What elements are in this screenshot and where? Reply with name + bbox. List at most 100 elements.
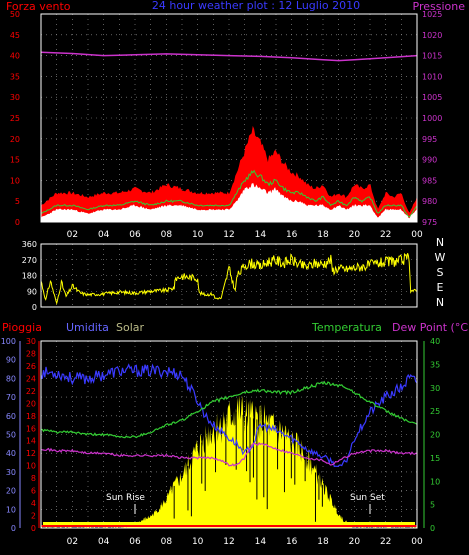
wind-tick-label: 20 [10,135,20,144]
plot-frame [40,243,418,308]
x-tick-label: 02 [67,230,78,240]
direction-tick-label: 180 [22,272,37,281]
temperature-tick-label: 25 [430,407,440,416]
direction-tick-label: 360 [22,240,37,249]
x-tick-label: 22 [380,230,391,240]
wind-average-line [40,169,418,218]
temperature-tick-label: 0 [430,524,435,533]
x-tick-label: 14 [255,537,267,547]
x-tick-label: 20 [349,537,361,547]
humidity-tick-label: 100 [1,337,16,346]
pressure-tick-label: 1000 [422,114,442,123]
x-tick-label: 04 [98,537,110,547]
wind-tick-label: 40 [10,52,20,61]
chart-title: 24 hour weather plot : 12 Luglio 2010 [152,0,360,12]
x-tick-label: 10 [192,230,204,240]
x-tick-label: 16 [286,230,298,240]
wind-speed-area [41,183,417,222]
x-tick-label: 20 [349,230,361,240]
x-tick-label: 06 [129,537,141,547]
x-tick-label: 06 [129,230,141,240]
wind-tick-label: 30 [10,93,20,102]
x-tick-label: 08 [161,537,173,547]
plot-frame [40,13,418,223]
temperature-tick-label: 15 [430,454,440,463]
rain-tick-label: 30 [26,337,36,346]
rain-tick-label: 12 [26,449,36,458]
x-tick-label: 12 [223,537,234,547]
wind-tick-label: 45 [10,31,20,40]
direction-tick-label: 0 [32,303,37,312]
direction-letter: S [437,266,444,279]
temperature-tick-label: 5 [430,501,435,510]
humidity-tick-label: 30 [6,468,16,477]
legend-dewpoint: Dew Point (°C) [392,321,469,334]
rain-tick-label: 8 [31,474,36,483]
rain-tick-label: 26 [26,362,36,371]
legend-temperature: Temperatura [311,321,382,334]
wind-tick-label: 15 [10,156,20,165]
humidity-tick-label: 0 [11,524,16,533]
pressure-tick-label: 995 [422,135,437,144]
humidity-line [40,363,418,468]
direction-tick-label: 90 [27,287,37,296]
legend-humidity: Umidita [66,321,109,334]
x-tick-label: 18 [317,230,329,240]
rain-tick-label: 20 [26,399,36,408]
temperature-tick-label: 10 [430,477,440,486]
legend-rain: Pioggia [2,321,42,334]
rain-tick-label: 6 [31,487,36,496]
x-tick-label: 18 [317,537,329,547]
wind-tick-label: 0 [15,218,20,227]
x-tick-label: 00 [411,230,423,240]
solar-area [41,395,417,528]
pressure-tick-label: 1005 [422,93,442,102]
rain-tick-label: 10 [26,462,36,471]
direction-letter: E [437,281,444,294]
rain-tick-label: 16 [26,424,36,433]
rain-tick-label: 0 [31,524,36,533]
humidity-tick-label: 80 [6,374,16,383]
temperature-line [41,380,418,439]
temperature-tick-label: 20 [430,431,440,440]
x-tick-label: 10 [192,537,204,547]
pressure-axis-label: Pressione [413,0,466,13]
direction-letter: N [436,296,444,309]
pressure-tick-label: 1025 [422,10,442,19]
rain-tick-label: 22 [26,387,36,396]
wind-tick-label: 25 [10,114,20,123]
dewpoint-line [40,442,418,467]
x-tick-label: 08 [161,230,173,240]
sun-set-label: Sun Set [350,493,385,503]
humidity-temperature-panel: 0102030405060708090100024681012141618202… [1,337,440,547]
rain-tick-label: 14 [26,437,36,446]
x-tick-label: 14 [255,230,267,240]
humidity-tick-label: 60 [6,412,16,421]
pressure-tick-label: 990 [422,156,437,165]
wind-gust-area [41,125,417,222]
pressure-tick-label: 1010 [422,72,442,81]
x-tick-label: 02 [67,537,78,547]
rain-tick-label: 2 [31,512,36,521]
rain-baseline-band [43,522,415,527]
temperature-tick-label: 30 [430,384,440,393]
plot-frame [40,340,418,529]
humidity-tick-label: 40 [6,449,16,458]
wind-pressure-panel: 0510152025303540455097598098599099510001… [10,10,443,240]
x-tick-label: 00 [411,537,423,547]
pressure-tick-label: 1015 [422,52,442,61]
rain-tick-label: 18 [26,412,36,421]
pressure-line [40,51,418,62]
wind-tick-label: 10 [10,176,20,185]
pressure-tick-label: 975 [422,218,437,227]
pressure-tick-label: 1020 [422,31,442,40]
x-tick-label: 04 [98,230,110,240]
direction-tick-label: 270 [22,256,37,265]
temperature-tick-label: 40 [430,337,440,346]
humidity-tick-label: 70 [6,393,16,402]
wind-tick-label: 35 [10,72,20,81]
humidity-tick-label: 90 [6,356,16,365]
wind-tick-label: 5 [15,197,20,206]
temperature-tick-label: 35 [430,360,440,369]
